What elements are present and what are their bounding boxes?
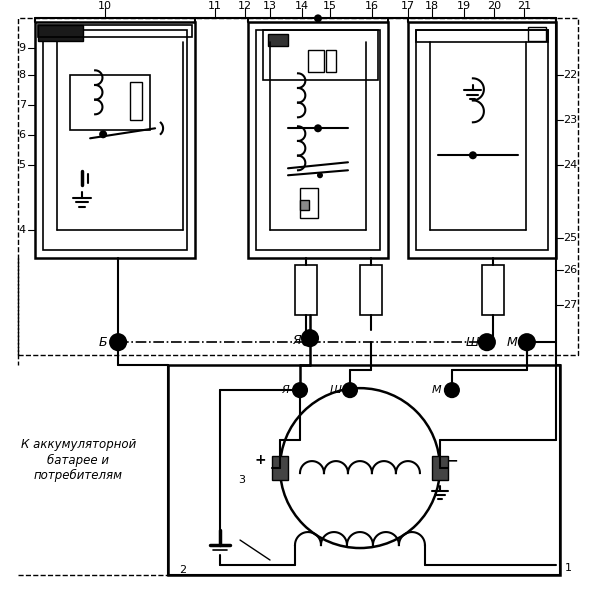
Bar	[295, 265, 317, 315]
Bar	[268, 34, 288, 47]
Bar	[300, 200, 309, 210]
Text: 13: 13	[263, 1, 277, 12]
Circle shape	[110, 334, 126, 350]
Bar	[272, 456, 288, 480]
Text: 10: 10	[98, 1, 112, 12]
Bar	[528, 28, 546, 41]
Bar	[482, 265, 504, 315]
Bar	[43, 31, 187, 250]
Text: 20: 20	[487, 1, 501, 12]
Bar	[263, 31, 378, 80]
Bar	[256, 31, 380, 250]
Text: Я: Я	[281, 385, 289, 395]
Text: Ш: Ш	[330, 385, 342, 395]
Bar	[360, 265, 382, 315]
Text: +: +	[254, 453, 266, 467]
Text: 26: 26	[563, 265, 577, 275]
Text: 24: 24	[563, 160, 577, 170]
Circle shape	[314, 124, 322, 132]
Text: Ш: Ш	[465, 336, 479, 349]
Text: 11: 11	[208, 1, 222, 12]
Text: 5: 5	[19, 160, 26, 170]
Text: 8: 8	[19, 70, 26, 80]
Circle shape	[445, 383, 459, 397]
Text: 3: 3	[239, 475, 245, 485]
Bar	[38, 25, 192, 37]
Text: 21: 21	[517, 1, 531, 12]
Bar	[326, 50, 336, 72]
Bar	[70, 75, 150, 131]
Circle shape	[99, 131, 107, 139]
Circle shape	[293, 383, 307, 397]
Bar	[416, 31, 548, 250]
Circle shape	[479, 334, 495, 350]
Bar	[308, 50, 324, 72]
Text: 19: 19	[457, 1, 471, 12]
Circle shape	[302, 330, 318, 346]
Text: 17: 17	[401, 1, 415, 12]
Circle shape	[343, 383, 357, 397]
Bar	[432, 456, 448, 480]
Text: 2: 2	[179, 565, 187, 575]
Bar	[35, 22, 195, 258]
Circle shape	[469, 151, 477, 159]
Text: Б: Б	[99, 336, 107, 349]
Circle shape	[314, 14, 322, 22]
Text: 6: 6	[19, 131, 26, 140]
Text: Я: Я	[292, 333, 301, 347]
Text: К аккумуляторной
батарее и
потребителям: К аккумуляторной батарее и потребителям	[20, 438, 136, 482]
Bar	[248, 22, 388, 258]
Text: М: М	[506, 336, 517, 349]
Text: 4: 4	[19, 225, 26, 235]
Text: 27: 27	[563, 300, 577, 310]
Bar	[408, 22, 556, 258]
Text: 1: 1	[565, 563, 571, 573]
Bar	[416, 31, 548, 42]
Text: 12: 12	[238, 1, 252, 12]
Circle shape	[280, 388, 440, 548]
Bar	[300, 188, 318, 218]
Text: 16: 16	[365, 1, 379, 12]
Text: 25: 25	[563, 233, 577, 243]
Bar	[38, 25, 83, 41]
Text: 23: 23	[563, 115, 577, 125]
Text: 9: 9	[19, 44, 26, 53]
Text: −: −	[446, 453, 458, 467]
Text: 14: 14	[295, 1, 309, 12]
Circle shape	[302, 338, 310, 346]
Bar	[130, 82, 142, 120]
Text: 7: 7	[19, 101, 26, 110]
Text: 22: 22	[563, 70, 577, 80]
Text: 15: 15	[323, 1, 337, 12]
Circle shape	[317, 172, 323, 178]
Bar	[18, 18, 578, 355]
Circle shape	[519, 334, 535, 350]
Text: М: М	[432, 385, 442, 395]
Text: 18: 18	[425, 1, 439, 12]
Bar	[168, 365, 560, 575]
